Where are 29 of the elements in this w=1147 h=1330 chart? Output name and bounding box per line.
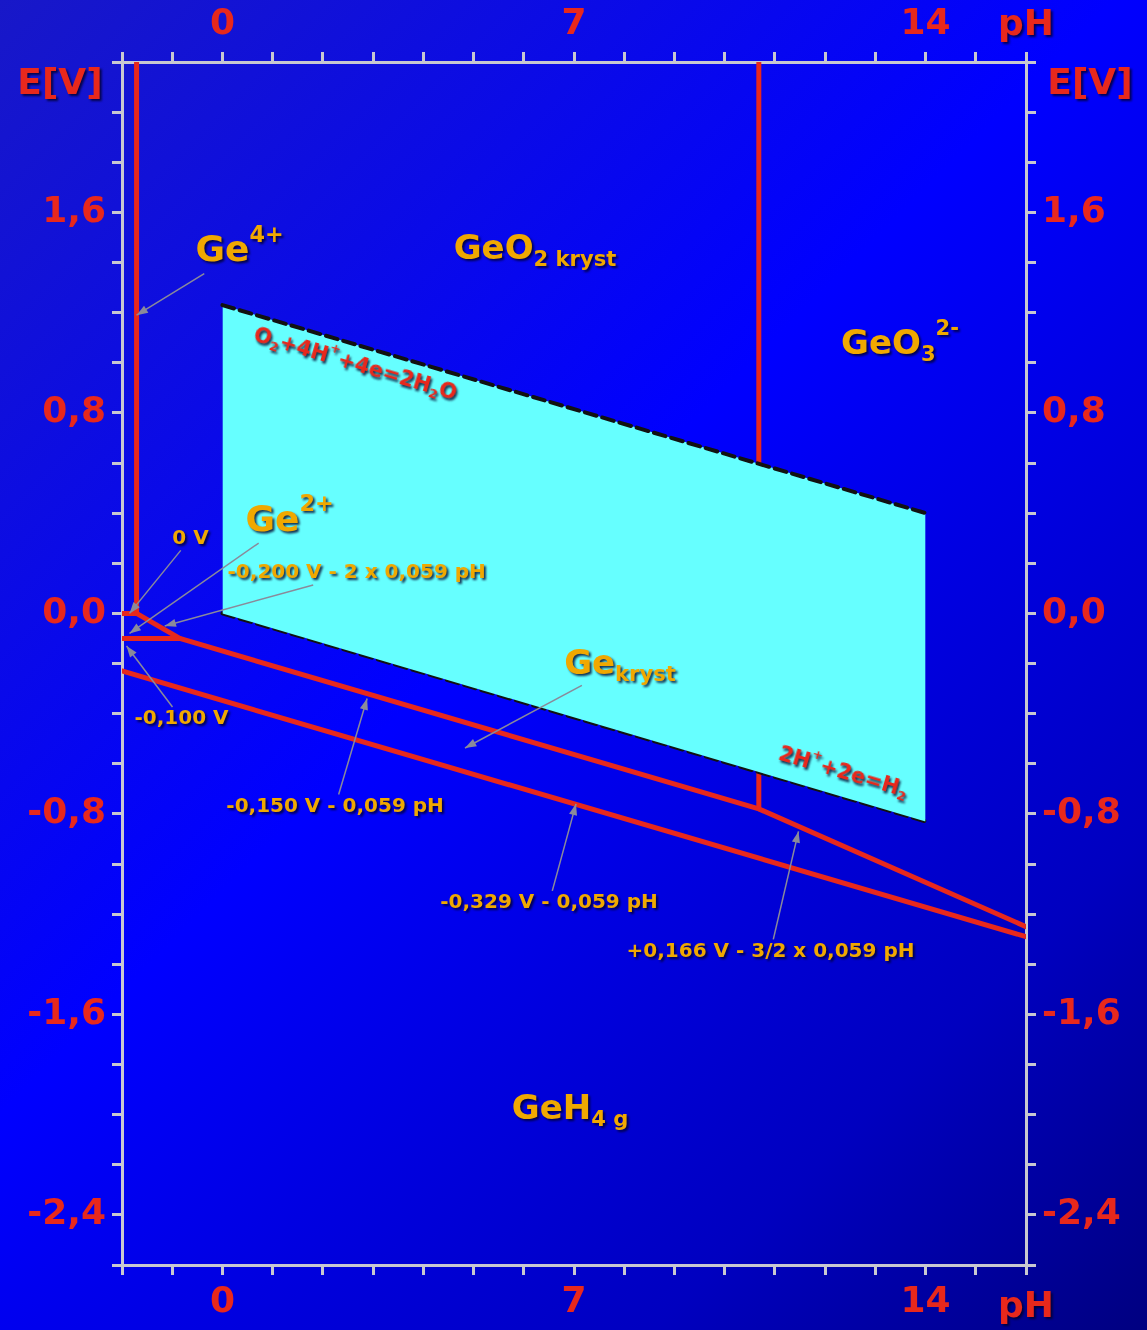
y2-axis-title: E[V] xyxy=(1047,61,1133,103)
y2-tick-label: -0,8 xyxy=(1042,790,1121,832)
y-tick-label: 0,8 xyxy=(42,389,106,431)
y2-tick-label: -2,4 xyxy=(1042,1191,1121,1233)
y2-tick-label: 0,8 xyxy=(1042,389,1106,431)
x2-tick-label: 7 xyxy=(561,0,587,42)
x2-tick-label: 14 xyxy=(900,0,951,42)
annotation: -0,150 V - 0,059 pH xyxy=(226,792,444,817)
x-tick-label: 0 xyxy=(209,1278,235,1320)
y-tick-label: 1,6 xyxy=(42,188,106,230)
y2-tick-label: 0,0 xyxy=(1042,589,1106,631)
x-tick-label: 7 xyxy=(561,1278,587,1320)
annotation: 2H++2e=H2 xyxy=(775,741,908,805)
y-tick-label: -1,6 xyxy=(27,990,106,1032)
x-tick-label: 14 xyxy=(900,1278,951,1320)
annotation: -0,329 V - 0,059 pH xyxy=(440,889,658,914)
x2-axis-title: pH xyxy=(998,2,1054,44)
annotation: 0 V xyxy=(172,524,210,549)
y2-tick-label: -1,6 xyxy=(1042,990,1121,1032)
y-axis-title: E[V] xyxy=(17,61,103,103)
y-tick-label: -2,4 xyxy=(27,1191,106,1233)
x2-tick-label: 0 xyxy=(209,0,235,42)
y2-tick-label: 1,6 xyxy=(1042,188,1106,230)
x-axis-title: pH xyxy=(998,1284,1054,1326)
annotation: -0,200 V - 2 x 0,059 pH xyxy=(227,559,486,584)
y-tick-label: -0,8 xyxy=(27,790,106,832)
annotation: +0,166 V - 3/2 x 0,059 pH xyxy=(626,937,915,962)
y-tick-label: 0,0 xyxy=(42,589,106,631)
annotation: -0,100 V xyxy=(134,705,230,730)
